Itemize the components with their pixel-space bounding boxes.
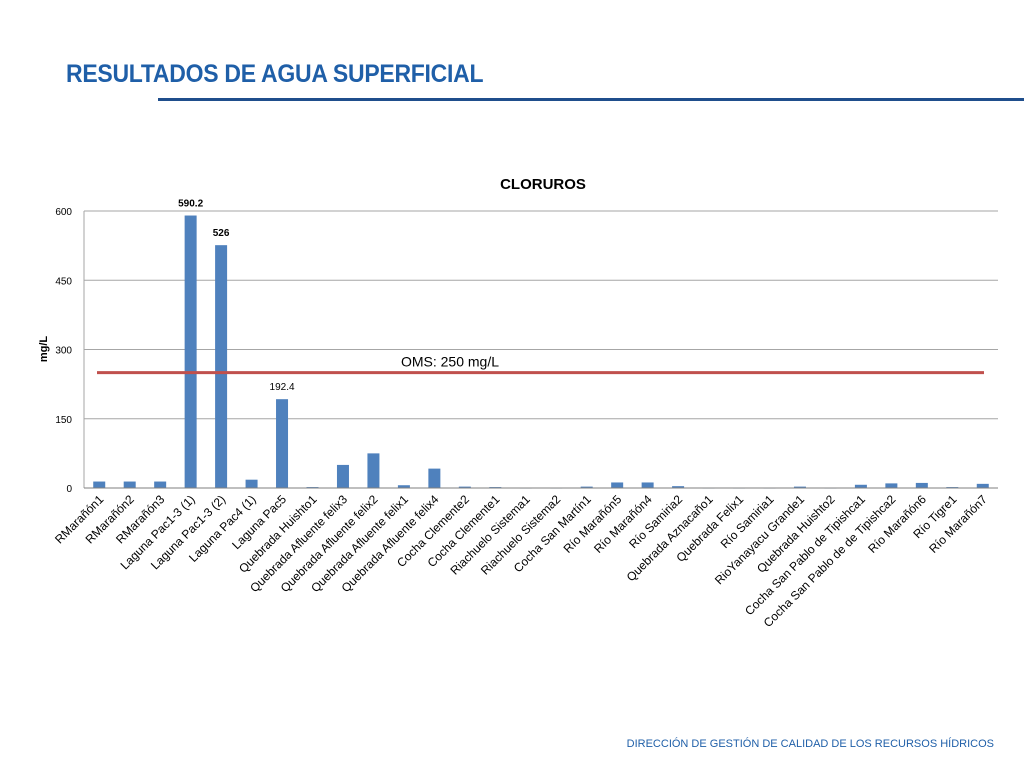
bar (123, 481, 136, 488)
bar (458, 486, 471, 488)
y-tick-label: 300 (55, 346, 72, 357)
bar (611, 482, 624, 488)
y-tick-label: 0 (66, 484, 72, 495)
bar (397, 485, 410, 488)
oms-reference-label: OMS: 250 mg/L (401, 354, 499, 370)
y-tick-label: 600 (55, 207, 72, 218)
bar (184, 215, 197, 488)
bar (915, 482, 928, 488)
slide-title: RESULTADOS DE AGUA SUPERFICIAL (66, 60, 484, 88)
bar (276, 399, 289, 488)
bar (641, 482, 654, 488)
bar (885, 483, 898, 488)
y-axis-label: mg/L (38, 336, 50, 363)
bar (580, 486, 593, 488)
y-tick-label: 150 (55, 415, 72, 426)
data-label: 526 (213, 228, 230, 239)
title-divider (158, 98, 1024, 101)
bar (793, 486, 806, 488)
bar (976, 483, 989, 488)
bar (428, 468, 441, 488)
bar (336, 464, 349, 488)
bar (854, 484, 867, 488)
bar (672, 486, 685, 488)
data-label: 590.2 (178, 199, 203, 210)
bar (154, 481, 167, 488)
data-label: 192.4 (270, 382, 295, 393)
chart-title: CLORUROS (500, 176, 586, 193)
bar (367, 453, 380, 488)
footer-text: DIRECCIÓN DE GESTIÓN DE CALIDAD DE LOS R… (626, 738, 994, 750)
y-tick-label: 450 (55, 276, 72, 287)
bar (93, 481, 106, 488)
bar (245, 479, 258, 488)
bar (215, 245, 228, 488)
